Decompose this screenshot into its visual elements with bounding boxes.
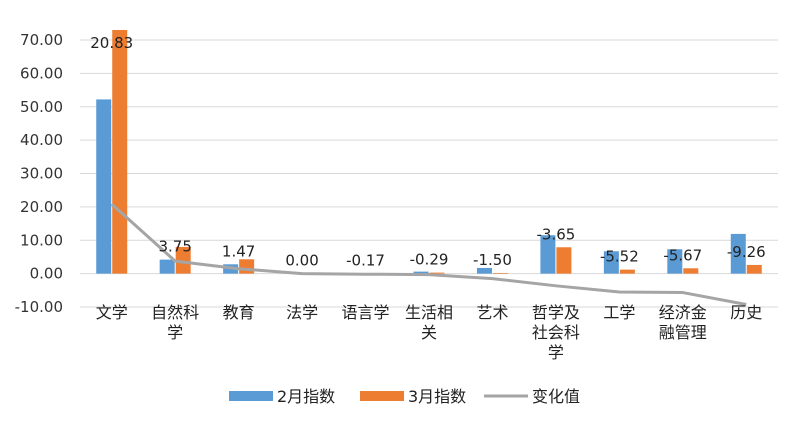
change-data-label: -3.65	[537, 225, 576, 243]
legend-swatch	[360, 391, 404, 401]
y-tick-label: 40.00	[20, 131, 63, 149]
y-tick-label: 10.00	[20, 231, 63, 249]
category-label: 文学	[96, 303, 128, 322]
data-labels: 20.83 3.75 1.47 0.00 -0.17 -0.29 -1.50 -3.65 -5.…	[90, 34, 765, 270]
legend-swatch	[229, 391, 273, 401]
category-label: 工学	[603, 303, 635, 322]
bar-feb	[540, 235, 556, 274]
change-data-label: 3.75	[158, 238, 191, 256]
bar-feb	[413, 271, 429, 274]
legend: 2月指数 3月指数 变化值	[229, 387, 580, 406]
category-label: 历史	[730, 303, 762, 322]
change-line-path	[110, 202, 747, 307]
bar-feb	[603, 251, 619, 274]
change-data-label: 20.83	[90, 34, 133, 52]
category-label: 自然科学	[151, 303, 199, 342]
bar-mar	[619, 269, 635, 274]
y-tick-label: 20.00	[20, 198, 63, 216]
bar-mar	[112, 29, 128, 274]
y-tick-label: 0.00	[30, 265, 63, 283]
x-axis-categories: 文学 自然科学 教育 法学 语言学 生活相关 艺术 哲学及社会科学 工学 经济金融管理 历史	[96, 303, 763, 362]
change-data-label: -5.52	[600, 248, 639, 266]
category-label: 语言学	[342, 303, 390, 322]
bar-mar	[492, 272, 508, 274]
y-tick-label: 70.00	[20, 31, 63, 49]
bar-mar	[175, 246, 191, 274]
bars	[96, 29, 762, 275]
category-label: 教育	[223, 303, 255, 322]
bar-mar	[556, 247, 572, 274]
y-tick-label: 60.00	[20, 64, 63, 82]
legend-label: 变化值	[532, 387, 580, 406]
bar-feb	[476, 267, 492, 274]
change-data-label: -5.67	[663, 246, 702, 264]
category-label: 艺术	[476, 303, 508, 322]
category-label: 哲学及社会科学	[532, 303, 580, 362]
change-line	[110, 202, 747, 307]
category-label: 法学	[286, 303, 318, 322]
change-data-label: -0.29	[410, 251, 449, 269]
y-tick-label: -10.00	[15, 298, 63, 316]
change-data-label: -9.26	[727, 243, 766, 261]
bar-feb	[730, 233, 746, 274]
change-data-label: 1.47	[222, 242, 255, 260]
bar-feb	[96, 99, 112, 274]
gridlines	[80, 39, 778, 308]
bar-mar	[429, 272, 445, 274]
change-data-label: 0.00	[285, 251, 318, 269]
legend-label: 3月指数	[408, 387, 466, 406]
bar-mar	[683, 268, 699, 274]
y-tick-label: 50.00	[20, 98, 63, 116]
category-label: 经济金融管理	[659, 303, 707, 342]
y-tick-label: 30.00	[20, 165, 63, 183]
bar-mar	[746, 264, 762, 274]
bar-mar	[239, 259, 255, 274]
change-data-label: -1.50	[473, 251, 512, 269]
bar-feb	[667, 249, 683, 274]
change-data-label: -0.17	[346, 252, 385, 270]
category-label: 生活相关	[405, 303, 453, 342]
legend-label: 2月指数	[277, 387, 335, 406]
y-axis-ticks: -10.00 0.00 10.00 20.00 30.00 40.00 50.00 60.00…	[15, 31, 63, 316]
bar-feb	[159, 259, 175, 274]
